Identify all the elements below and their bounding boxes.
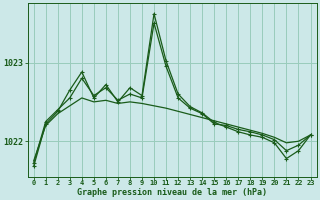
- X-axis label: Graphe pression niveau de la mer (hPa): Graphe pression niveau de la mer (hPa): [77, 188, 267, 197]
